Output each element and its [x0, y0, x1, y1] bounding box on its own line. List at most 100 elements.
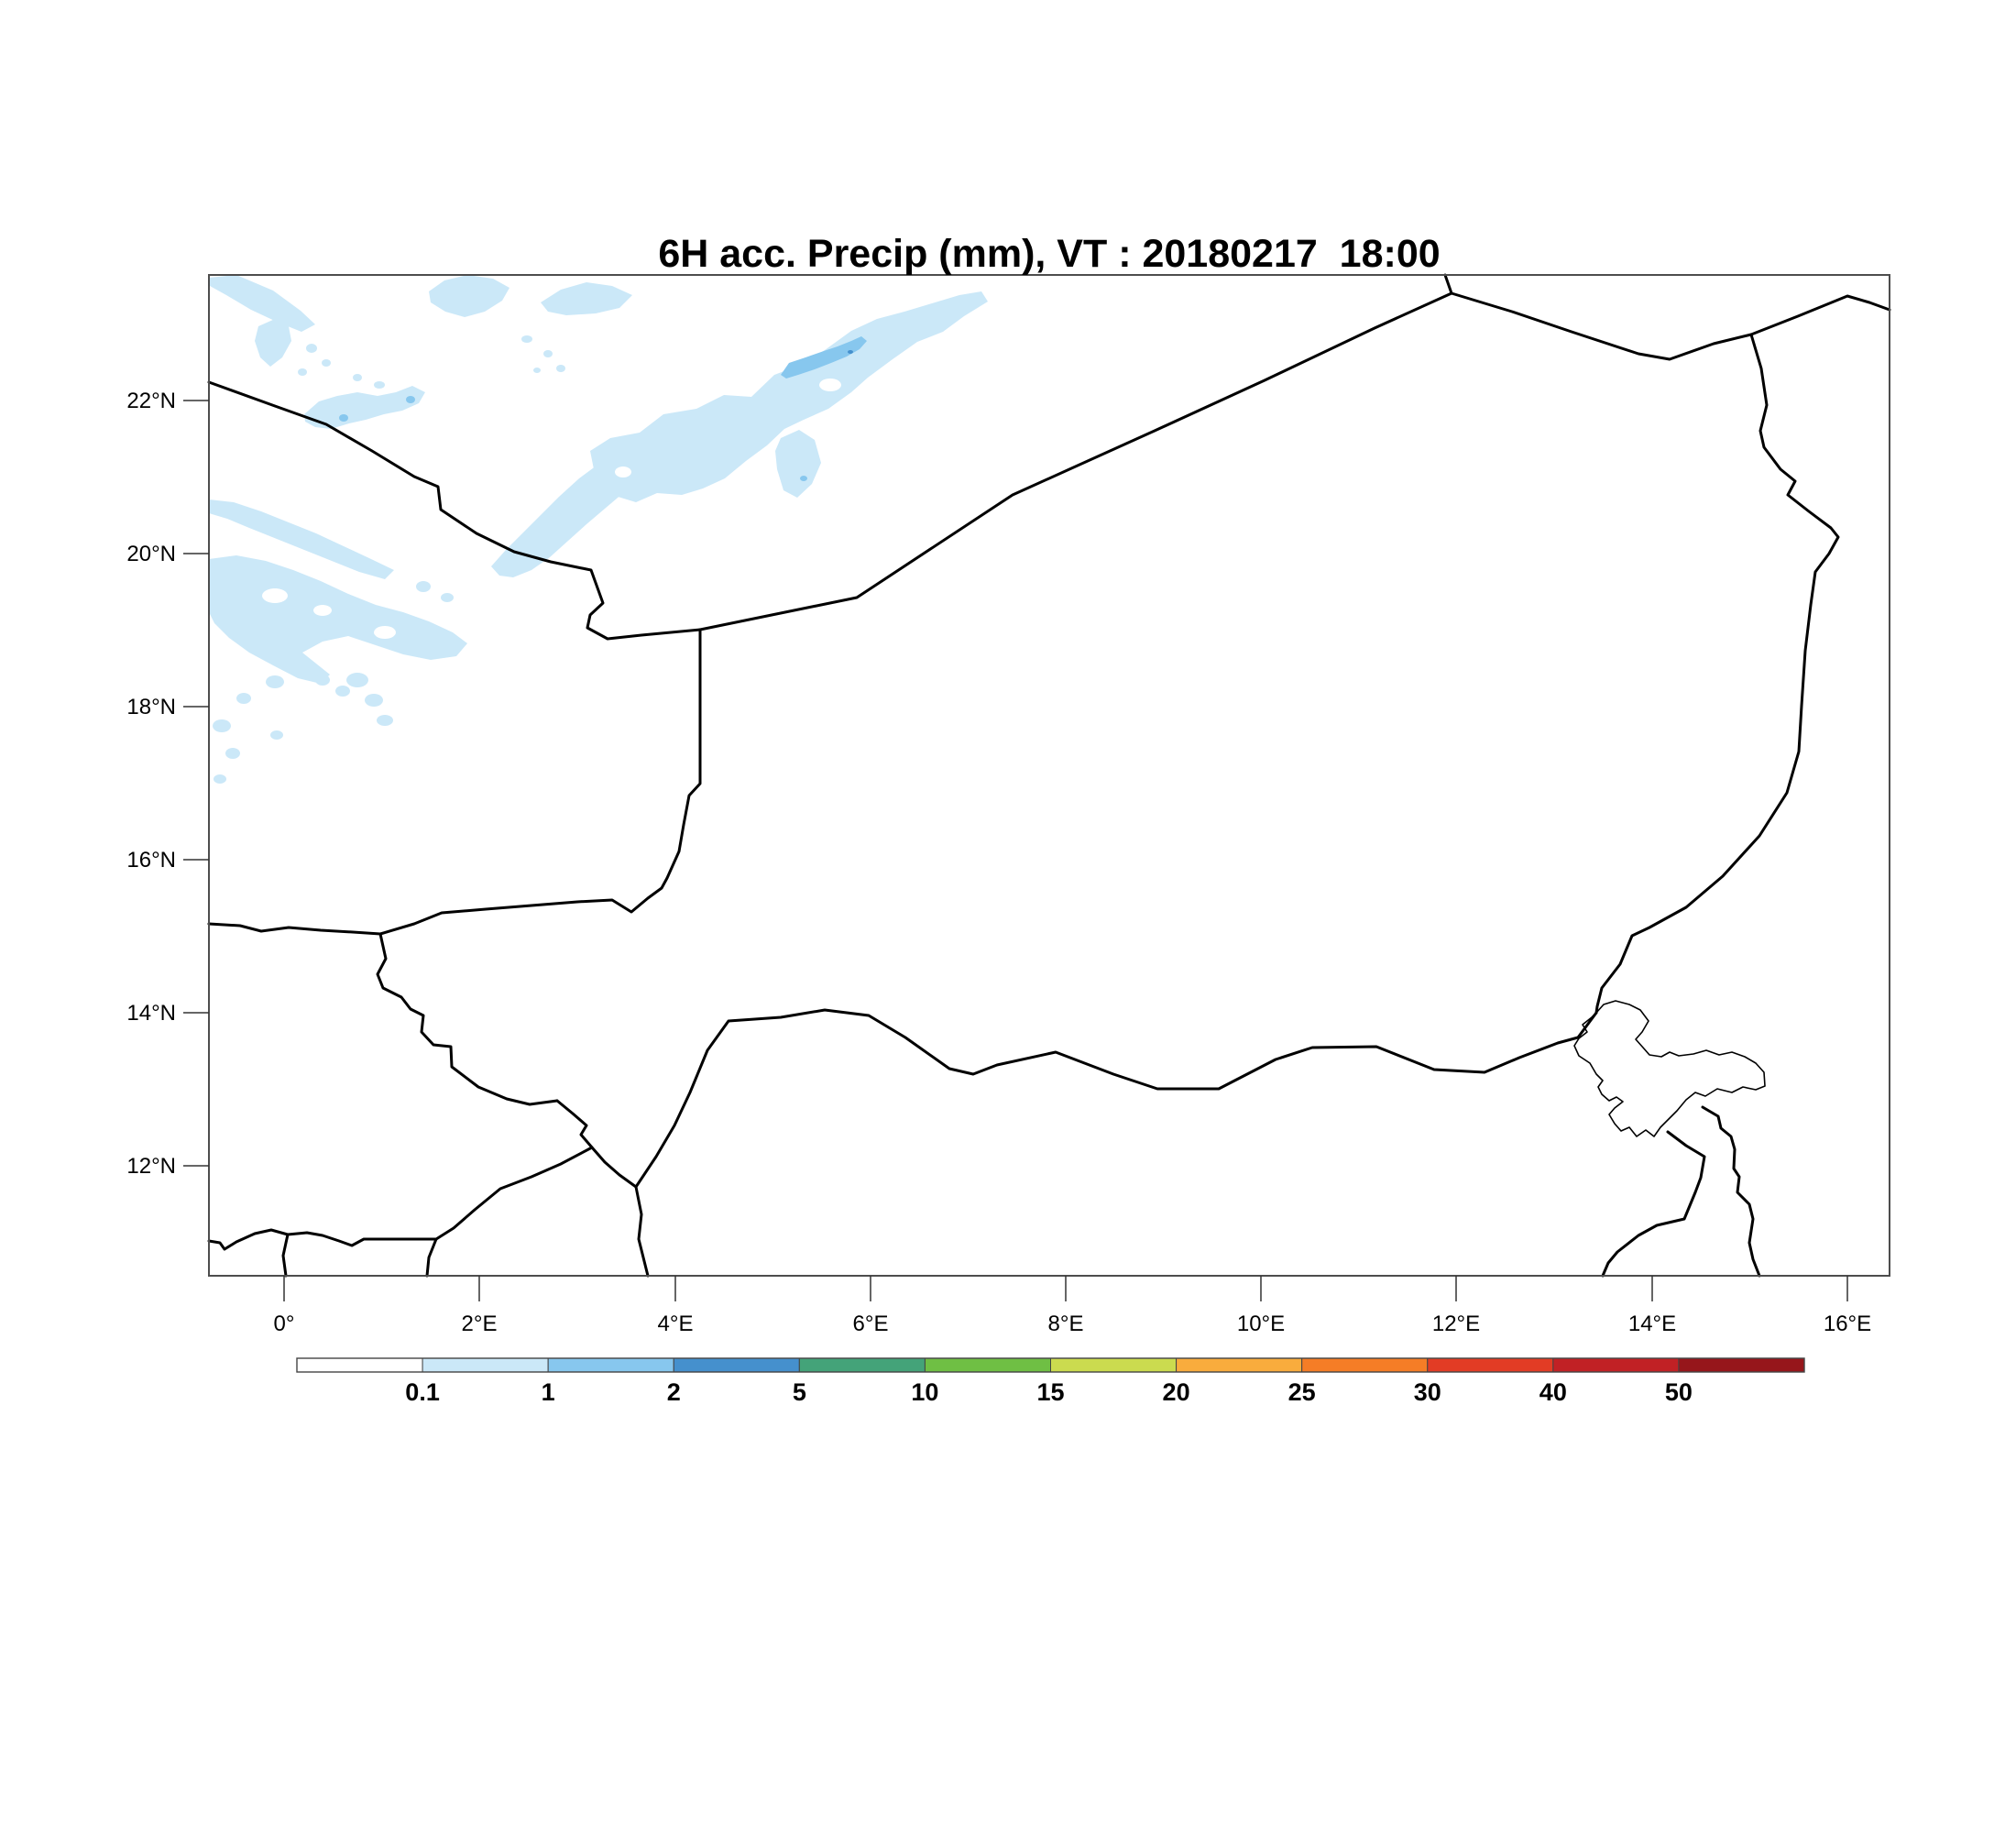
colorbar-segment — [1050, 1357, 1178, 1373]
precip-spot — [346, 673, 368, 687]
colorbar-segment — [673, 1357, 800, 1373]
country-border-libya-niger — [1450, 291, 1753, 361]
precip-spot — [306, 344, 317, 353]
lat-tick-label: 22°N — [126, 389, 176, 413]
country-border-algeria-mali — [207, 380, 702, 641]
country-border-niger-benin — [555, 1099, 638, 1189]
precip-spot — [353, 374, 362, 381]
precip-patch-top-patch-2 — [541, 282, 632, 315]
precip-hole — [819, 379, 841, 391]
lat-tick-label: 20°N — [126, 542, 176, 566]
precip-patch-west-band-upper — [209, 499, 394, 579]
precip-spot — [406, 396, 415, 403]
lake-chad-outline — [1573, 1000, 1766, 1137]
country-border-cameroon-chad — [1701, 1105, 1761, 1278]
colorbar-tick-label: 20 — [1163, 1378, 1190, 1406]
lon-tick-label: 0° — [274, 1312, 295, 1336]
precip-spot — [270, 730, 283, 740]
colorbar-segment — [422, 1357, 549, 1373]
colorbar-outline — [296, 1357, 1805, 1373]
precip-spot — [236, 693, 251, 704]
lat-tick-label: 14°N — [126, 1001, 176, 1026]
colorbar-segment — [1176, 1357, 1303, 1373]
precip-patch-top-patch-1 — [429, 275, 509, 317]
precip-spot — [213, 719, 231, 732]
frame-layer — [208, 274, 1890, 1277]
country-border-mali-niger — [207, 628, 702, 936]
country-border-benin-nigeria — [634, 1185, 650, 1278]
colorbar-tick-label: 30 — [1414, 1378, 1441, 1406]
precip-hole — [797, 335, 808, 342]
precip-hole — [771, 350, 780, 357]
country-border-togo-benin — [425, 1237, 438, 1278]
precip-spot — [335, 686, 350, 697]
colorbar-tick-label: 2 — [667, 1378, 681, 1406]
country-border-burkina-ghana — [207, 1228, 438, 1251]
precip-spot — [441, 593, 454, 602]
precip-patch-corner-blob — [255, 319, 291, 367]
border-layer — [207, 273, 1891, 1278]
lon-tick-label: 10°E — [1237, 1312, 1285, 1336]
precip-patch-mid-band — [491, 427, 689, 577]
colorbar-tick-label: 1 — [542, 1378, 555, 1406]
precip-spot — [365, 694, 383, 707]
colorbar-tick-label: 25 — [1288, 1378, 1316, 1406]
precip-spot — [298, 368, 307, 376]
colorbar-segment — [1427, 1357, 1554, 1373]
lon-tick-label: 12°E — [1432, 1312, 1480, 1336]
country-border-burkina-niger — [376, 932, 559, 1106]
lon-tick-label: 14°E — [1628, 1312, 1676, 1336]
axis-layer: 22°N 20°N 18°N 16°N 14°N 12°N 0° 2°E 4°E 6°E 8°E 10… — [126, 389, 1871, 1336]
precip-patch-streak-1-2mm — [781, 336, 867, 379]
colorbar-layer: 0.1 1 2 5 10 15 20 25 30 40 50 — [296, 1357, 1805, 1406]
precip-hole — [262, 588, 288, 603]
lon-tick-label: 2°E — [462, 1312, 498, 1336]
map-frame — [208, 274, 1890, 1277]
precip-hole — [769, 332, 785, 341]
precip-hole — [374, 626, 396, 639]
country-border-libya-chad — [1749, 294, 1891, 336]
precip-spot — [315, 675, 330, 686]
precip-hole — [615, 466, 631, 477]
precip-spot — [322, 359, 331, 367]
country-border-ghana-togo — [281, 1233, 290, 1278]
precip-spot — [266, 675, 284, 688]
precip-spot — [374, 381, 385, 389]
country-border-algeria-niger — [698, 291, 1453, 631]
precip-patch-corner-streak — [209, 275, 315, 332]
colorbar-tick-label: 10 — [911, 1378, 938, 1406]
precip-hole — [313, 605, 332, 616]
precip-patch-band-north-arm — [775, 430, 821, 498]
precip-spot — [377, 715, 393, 726]
precip-spot — [556, 365, 565, 372]
lat-tick-label: 16°N — [126, 848, 176, 873]
country-border-algeria-libya — [1443, 273, 1453, 295]
precip-spot — [848, 350, 853, 354]
colorbar-segment — [1552, 1357, 1680, 1373]
colorbar-segment — [547, 1357, 674, 1373]
precip-spot — [225, 748, 240, 759]
colorbar-tick-label: 0.1 — [405, 1378, 440, 1406]
colorbar-tick-label: 40 — [1539, 1378, 1567, 1406]
precip-spot — [521, 335, 532, 343]
precip-spot — [214, 774, 226, 784]
colorbar-segment — [798, 1357, 926, 1373]
precip-layer — [209, 275, 988, 784]
colorbar-tick-label: 50 — [1665, 1378, 1693, 1406]
lat-tick-label: 18°N — [126, 695, 176, 719]
lon-tick-label: 8°E — [1048, 1312, 1084, 1336]
precip-spot — [416, 581, 431, 592]
country-border-niger-nigeria — [634, 1008, 1598, 1189]
plot-title: 6H acc. Precip (mm), VT : 20180217 18:00 — [658, 232, 1440, 276]
precip-spot — [339, 414, 348, 422]
colorbar-tick-label: 5 — [793, 1378, 806, 1406]
country-border-niger-chad — [1594, 333, 1840, 1015]
precip-patch-blob-22n — [304, 386, 425, 429]
lon-tick-label: 6°E — [853, 1312, 889, 1336]
lon-tick-label: 4°E — [658, 1312, 694, 1336]
colorbar-segment — [924, 1357, 1052, 1373]
lon-tick-label: 16°E — [1824, 1312, 1871, 1336]
colorbar-segment — [1301, 1357, 1429, 1373]
